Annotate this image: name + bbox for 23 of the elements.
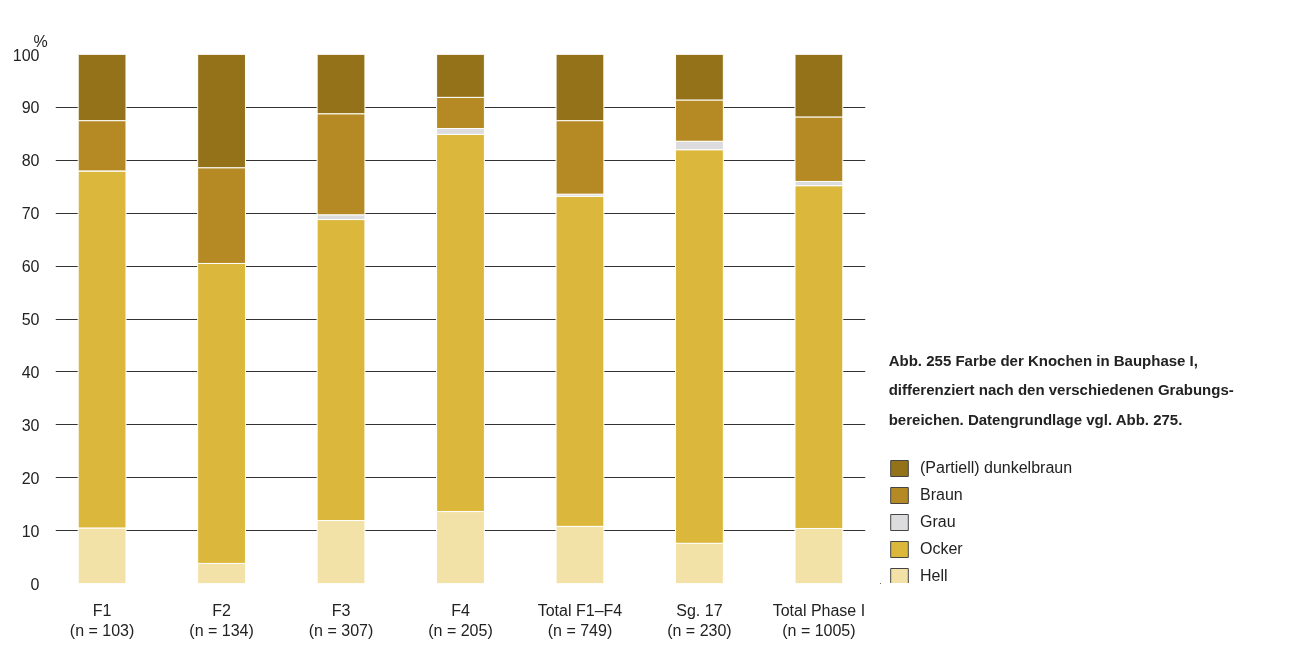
y-tick-label: 80 — [21, 152, 40, 170]
legend-label: Hell — [920, 567, 948, 585]
y-tick-label: 60 — [21, 258, 40, 276]
y-tick-label: 20 — [21, 469, 40, 487]
y-tick-label: 70 — [21, 205, 40, 223]
x-tick-label: Sg. 17 (n = 230) — [667, 601, 732, 639]
x-tick-label: Total F1–F4 (n = 749) — [537, 601, 623, 639]
x-tick-label: F3 (n = 307) — [308, 601, 374, 639]
y-tick-label: 50 — [21, 311, 40, 328]
x-tick-label: Total Phase I (n = 1005) — [772, 601, 866, 639]
y-tick-label: 40 — [21, 363, 40, 381]
y-tick-label: 90 — [21, 99, 40, 117]
legend-label: Braun — [920, 486, 963, 504]
x-tick-label: F2 (n = 134) — [189, 601, 254, 639]
x-tick-label: F4 (n = 205) — [428, 601, 493, 639]
y-tick-label: 30 — [21, 416, 40, 434]
legend-label: Ocker — [920, 540, 963, 558]
text: Abb. 255 Farbe der Knochen in Bauphase I, differenziert nach den verschiedenen Grabungs- bereichen. Datengrundlage vgl. Abb. 275. — [888, 351, 1234, 429]
legend-label: Grau — [920, 513, 956, 531]
x-tick-label: F1 (n = 103) — [69, 601, 135, 639]
y-tick-label: 10 — [21, 522, 40, 540]
y-tick-label: 0 — [30, 575, 40, 593]
legend-label: (Partiell) dunkelbraun — [920, 459, 1073, 477]
